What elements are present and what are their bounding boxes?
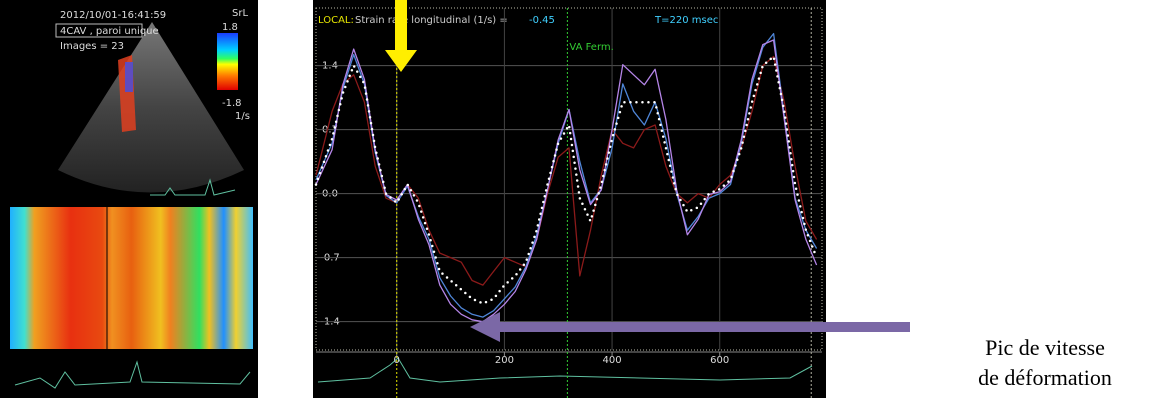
- doppler-overlay: [125, 62, 133, 92]
- header-label: LOCAL:: [318, 15, 354, 26]
- annotation: de déformation: [978, 365, 1112, 390]
- m-mode-strip: [10, 207, 253, 349]
- chart-panel: [313, 0, 826, 398]
- header-value: -0.45: [529, 15, 555, 26]
- color-bar: [217, 33, 238, 90]
- x-tick-label: 400: [603, 355, 622, 366]
- screenshot: 2012/10/01-16:41:59 4CAV , paroi unique …: [0, 0, 1156, 398]
- scale-name: SrL: [232, 8, 248, 19]
- scale-max: 1.8: [222, 22, 238, 33]
- x-tick-label: 200: [495, 355, 514, 366]
- images-count: Images = 23: [60, 41, 124, 52]
- header-quantity: Strain rate longitudinal (1/s) =: [355, 15, 508, 26]
- view-label: 4CAV , paroi unique: [60, 26, 159, 37]
- scale-min: -1.8: [222, 98, 242, 109]
- x-tick-label: 600: [710, 355, 729, 366]
- scale-unit: 1/s: [235, 111, 250, 122]
- event-label: VA Ferm.: [569, 42, 613, 53]
- timestamp: 2012/10/01-16:41:59: [60, 10, 166, 21]
- annotation: Pic de vitesse: [985, 335, 1105, 360]
- header-time: T=220 msec: [654, 15, 718, 26]
